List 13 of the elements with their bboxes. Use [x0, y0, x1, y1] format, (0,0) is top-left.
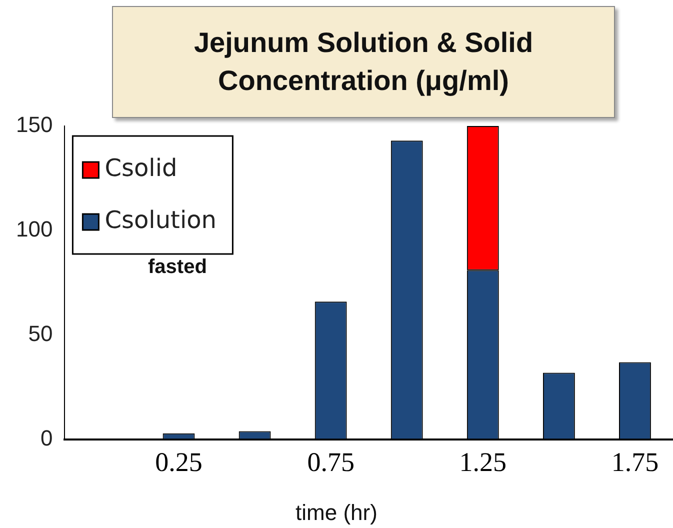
- x-tick-label: 1.25: [459, 446, 507, 477]
- legend-label: Csolid: [104, 154, 178, 182]
- y-tick-label: 100: [16, 216, 53, 242]
- y-tick-label: 0: [40, 426, 53, 451]
- x-axis-title: time (hr): [294, 500, 378, 526]
- x-tick-label: 1.75: [611, 446, 659, 477]
- y-tick-label: 50: [28, 321, 53, 346]
- x-tick-label: 0.25: [155, 446, 202, 477]
- annotation: fasted: [148, 256, 207, 279]
- legend-label: Csolution: [104, 206, 217, 234]
- y-tick-label: 150: [16, 112, 53, 138]
- x-tick-label: 0.75: [307, 446, 354, 477]
- chart-title: Jejunum Solution & Solid Concentration (μg/ml): [112, 6, 615, 118]
